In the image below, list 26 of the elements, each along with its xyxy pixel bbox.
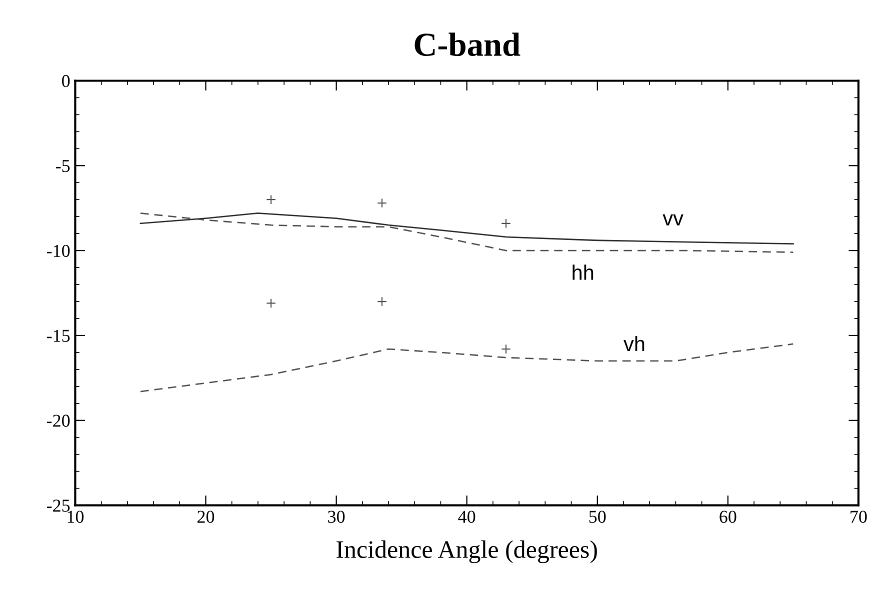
y-tick-label: 0 [62, 74, 70, 88]
line-series [140, 212, 794, 244]
x-tick-label: 30 [328, 510, 345, 523]
point [377, 296, 387, 306]
y-tick-label: -20 [46, 414, 70, 427]
line-series [140, 212, 794, 253]
point [377, 198, 387, 208]
x-tick-label: 20 [198, 510, 214, 523]
point [266, 298, 276, 308]
point [501, 218, 511, 228]
y-tick-label: -25 [46, 500, 70, 512]
x-tick-label: 70 [850, 510, 867, 523]
x-tick-label: 40 [458, 510, 476, 523]
point [501, 344, 511, 354]
series-label: vv [662, 214, 684, 226]
x-tick-label: 10 [68, 510, 84, 523]
x-axis-title: Incidence Angle (degrees) [336, 540, 597, 564]
point [266, 194, 276, 205]
series-label: vh [624, 336, 644, 352]
x-tick-label: 60 [720, 510, 736, 523]
x-tick-label: 50 [589, 510, 606, 523]
y-tick-label: -5 [56, 160, 70, 172]
y-tick-label: -15 [46, 330, 70, 342]
y-tick-label: -10 [46, 244, 70, 258]
chart-title: C-band [414, 32, 520, 56]
series-label: hh [572, 264, 594, 280]
